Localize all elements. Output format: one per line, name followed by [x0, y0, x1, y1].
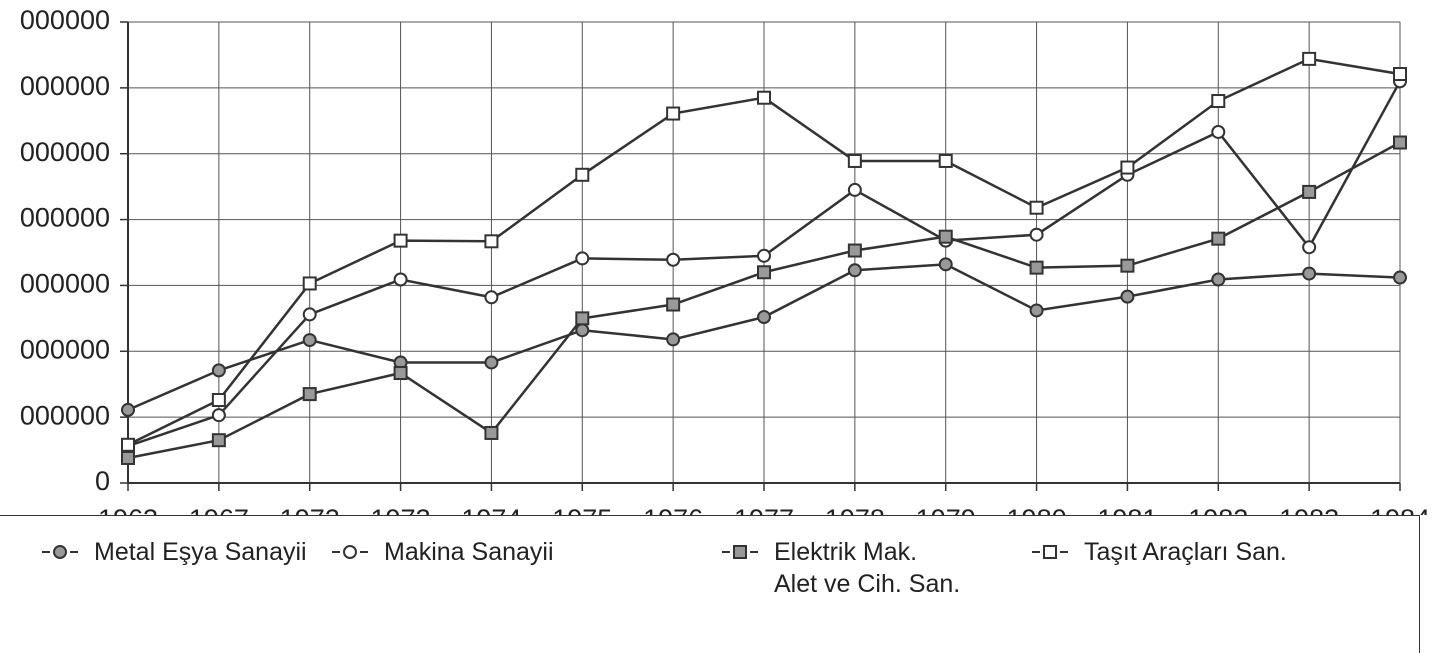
legend-swatch	[42, 545, 78, 559]
legend-swatch	[722, 545, 758, 559]
x-tick-label: 1982	[1188, 504, 1248, 515]
marker	[1211, 231, 1226, 246]
x-tick-label: 1979	[916, 504, 976, 515]
marker	[575, 323, 590, 338]
marker	[757, 265, 771, 280]
marker	[1211, 272, 1226, 287]
marker	[343, 545, 357, 559]
chart: 0000000000000000000000000000000000000000…	[20, 5, 1430, 515]
marker	[1302, 240, 1317, 255]
marker	[847, 243, 862, 258]
marker	[484, 355, 499, 370]
marker	[1029, 260, 1044, 275]
marker	[1211, 94, 1226, 109]
marker	[393, 233, 408, 248]
legend-label: Makina Sanayii	[384, 538, 554, 566]
x-tick-label: 1978	[825, 504, 885, 515]
legend-swatch	[1032, 545, 1068, 559]
marker	[757, 248, 771, 263]
marker	[1302, 266, 1317, 281]
y-tick-label: 0	[95, 466, 110, 496]
y-tick-label: 000000	[20, 137, 110, 167]
marker	[302, 387, 317, 402]
x-tick-label: 1967	[189, 504, 249, 515]
x-tick-label: 1980	[1007, 504, 1067, 515]
legend-entry: Elektrik Mak. Alet ve Cih. San.	[720, 536, 1020, 600]
y-tick-label: 000000	[20, 269, 110, 299]
marker	[211, 363, 226, 378]
marker	[302, 307, 317, 322]
marker	[938, 229, 953, 244]
marker	[1211, 124, 1226, 139]
legend-swatch	[332, 545, 368, 559]
legend-label: Metal Eşya Sanayii	[94, 538, 307, 566]
marker	[302, 333, 317, 348]
marker	[121, 450, 135, 465]
y-tick-label: 000000	[20, 71, 110, 101]
marker	[121, 402, 135, 417]
marker	[575, 251, 590, 266]
legend-entry: Taşıt Araçları San.	[1030, 536, 1410, 568]
marker	[53, 545, 67, 559]
y-tick-label: 000000	[20, 400, 110, 430]
marker	[1120, 160, 1135, 175]
marker	[847, 153, 862, 168]
marker	[666, 297, 681, 312]
marker	[1393, 270, 1407, 285]
x-tick-label: 1975	[552, 504, 612, 515]
legend-label: Taşıt Araçları San.	[1084, 538, 1287, 566]
legend-label: Elektrik Mak. Alet ve Cih. San.	[774, 538, 961, 598]
y-tick-label: 000000	[20, 203, 110, 233]
x-tick-label: 1984	[1370, 504, 1430, 515]
marker	[847, 182, 862, 197]
marker	[733, 545, 747, 559]
legend: Metal Eşya Sanayii Makina Sanayii Elektrik…	[0, 515, 1420, 653]
marker	[393, 366, 408, 381]
x-tick-label: 1963	[98, 504, 158, 515]
marker	[666, 106, 681, 121]
marker	[484, 234, 499, 249]
marker	[393, 272, 408, 287]
marker	[1029, 227, 1044, 242]
marker	[211, 393, 226, 408]
x-tick-label: 1974	[461, 504, 521, 515]
marker	[757, 90, 771, 105]
marker	[575, 311, 590, 326]
marker	[1302, 184, 1317, 199]
marker	[938, 257, 953, 272]
marker	[211, 433, 226, 448]
x-tick-label: 1983	[1279, 504, 1339, 515]
x-tick-label: 1977	[734, 504, 794, 515]
marker	[666, 252, 681, 267]
x-tick-label: 1976	[643, 504, 703, 515]
marker	[666, 332, 681, 347]
marker	[938, 153, 953, 168]
marker	[1302, 51, 1317, 66]
marker	[484, 290, 499, 305]
marker	[847, 263, 862, 278]
x-tick-label: 1972	[280, 504, 340, 515]
legend-entry: Metal Eşya Sanayii	[40, 536, 330, 568]
marker	[1120, 258, 1135, 273]
marker	[1043, 545, 1057, 559]
marker	[1120, 289, 1135, 304]
marker	[211, 408, 226, 423]
marker	[484, 425, 499, 440]
marker	[1029, 303, 1044, 318]
legend-entry: Makina Sanayii	[330, 536, 710, 568]
marker	[302, 276, 317, 291]
marker	[1029, 200, 1044, 215]
marker	[575, 167, 590, 182]
y-tick-label: 000000	[20, 334, 110, 364]
marker	[1393, 67, 1407, 82]
marker	[121, 437, 135, 452]
y-tick-label: 000000	[20, 5, 110, 35]
marker	[757, 310, 771, 325]
x-tick-label: 1981	[1097, 504, 1157, 515]
x-tick-label: 1973	[371, 504, 431, 515]
marker	[1393, 135, 1407, 150]
